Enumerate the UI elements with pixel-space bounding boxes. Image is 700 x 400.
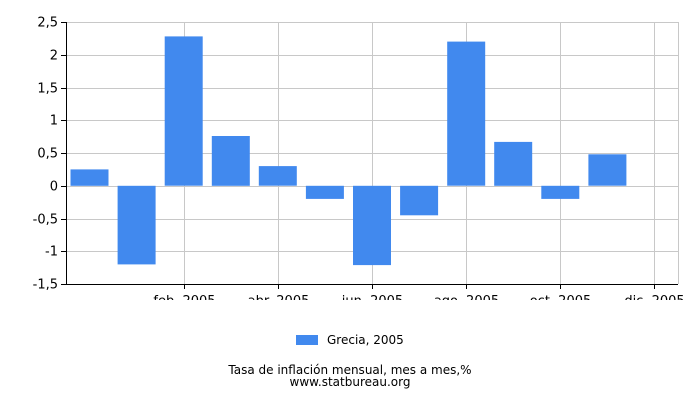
x-tick-label: abr. 2005: [248, 294, 310, 300]
x-tick-label: jun. 2005: [341, 294, 403, 300]
y-tick-label: 2,5: [37, 16, 58, 31]
legend: Grecia, 2005: [0, 332, 700, 348]
x-tick-label: ago. 2005: [434, 294, 499, 300]
y-tick-label: -0,5: [33, 213, 58, 228]
y-tick-label: 1,5: [37, 82, 58, 97]
legend-label-grecia: Grecia, 2005: [327, 333, 404, 347]
bar-nov-2005: [541, 185, 580, 199]
bar-sep-2005: [447, 41, 486, 186]
bar-oct-2005: [494, 141, 533, 186]
chart-caption: Tasa de inflación mensual, mes a mes,%: [228, 363, 472, 377]
y-tick-label: 0: [50, 180, 58, 195]
y-tick-label: -1: [45, 245, 58, 260]
source-url: www.statbureau.org: [289, 375, 411, 389]
y-tick-label: 0,5: [37, 147, 58, 162]
bar-may-2005: [258, 166, 297, 186]
bar-jul-2005: [353, 185, 391, 266]
x-tick-label: feb. 2005: [153, 294, 215, 300]
bar-dic-2005: [588, 154, 627, 186]
legend-swatch-grecia: [296, 334, 319, 345]
bar-jun-2005: [305, 185, 344, 199]
bar-abr-2005: [211, 136, 250, 186]
chart-bars: [70, 36, 627, 266]
x-tick-label: oct. 2005: [530, 294, 592, 300]
bar-ago-2005: [400, 185, 439, 216]
x-tick-label: dic. 2005: [624, 294, 684, 300]
bar-feb-2005: [117, 185, 156, 265]
y-tick-label: 1: [50, 114, 58, 129]
bar-mar-2005: [164, 36, 203, 186]
bar-ene-2005: [70, 169, 109, 186]
y-axis-ticks: -1,5 -1 -0,5 0 0,5 1 1,5 2 2,5: [33, 16, 66, 293]
inflation-bar-chart: -1,5 -1 -0,5 0 0,5 1 1,5 2 2,5 feb. 2005 abr. 200…: [33, 16, 685, 301]
y-tick-label: 2: [50, 49, 58, 64]
x-axis-ticks: feb. 2005 abr. 2005 jun. 2005 ago. 2005 oct.…: [153, 284, 685, 300]
y-tick-label: -1,5: [33, 278, 58, 293]
